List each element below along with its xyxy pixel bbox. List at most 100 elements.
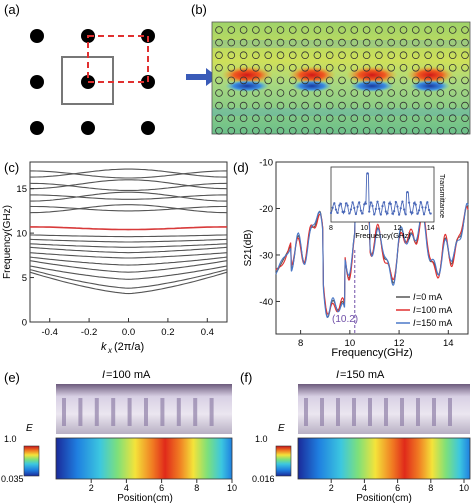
inset-point: [416, 212, 419, 215]
lattice-circle: [399, 127, 408, 135]
s21-plot-ylabel: S21(dB): [243, 230, 254, 267]
lattice-circle: [276, 51, 285, 59]
inset-point: [359, 209, 363, 212]
inset-ylabel: Transmittance: [438, 174, 445, 218]
legend-item-prefix: I: [413, 292, 416, 302]
device-photo-strips: [62, 398, 214, 426]
lattice-circle: [325, 114, 334, 122]
x-tick-label: 0.0: [122, 327, 135, 338]
lattice-circle: [362, 64, 371, 72]
lattice-circle: [264, 51, 273, 59]
lattice-circle: [387, 51, 396, 59]
photo-strip: [111, 398, 116, 426]
lattice-dot: [141, 121, 155, 135]
lattice-circle: [424, 64, 432, 72]
y-tick-label: -10: [259, 158, 273, 169]
photo-strip: [193, 398, 198, 426]
band-curve: [29, 179, 228, 190]
lattice-circle: [436, 76, 445, 85]
band-curve: [29, 260, 228, 273]
lattice-circle: [252, 76, 260, 85]
lattice-circle: [436, 101, 445, 110]
lattice-circle: [411, 51, 420, 59]
lattice-circle: [264, 89, 273, 97]
lattice-circle: [252, 51, 260, 59]
lattice-circle: [387, 38, 396, 47]
position-ticks: 2 4 6 8 10: [89, 479, 237, 493]
field-band: [212, 40, 470, 48]
inset-point: [421, 206, 424, 209]
lattice-circle: [411, 101, 420, 110]
lattice-circle: [387, 127, 396, 135]
inset-point: [407, 201, 411, 204]
lattice-circle: [301, 101, 309, 110]
inset-point: [366, 172, 369, 175]
lattice-circle: [424, 26, 432, 34]
photo-strip: [304, 398, 308, 426]
lattice-circle: [288, 64, 297, 72]
inset-point: [394, 200, 397, 204]
lattice-circle: [436, 114, 445, 122]
lattice-circle: [375, 127, 383, 135]
lattice-circle: [362, 127, 371, 135]
lattice-circle: [424, 38, 432, 47]
lattice-circle: [411, 89, 420, 97]
lattice-circle: [461, 127, 469, 135]
s21-legend: I =0 mA I =100 mA I =150 mA: [396, 292, 452, 328]
panel-e-label: (e): [4, 370, 20, 385]
field-profile-bar: [55, 437, 233, 480]
lattice-circle: [252, 38, 260, 47]
colorbar: [275, 445, 292, 477]
lattice-circle: [288, 89, 297, 97]
colorbar-max: 1.0: [255, 434, 268, 444]
y-tick-label: -40: [259, 297, 273, 308]
inset-xlabel: Frequency(GHz): [355, 231, 411, 240]
lattice-circle: [313, 89, 322, 97]
lattice-circle: [325, 51, 334, 59]
s21-plot-xlabel: Frequency(GHz): [331, 347, 412, 359]
lattice-circle: [288, 101, 297, 110]
band-plot-ylabel: Frequency(GHz): [2, 205, 13, 279]
lattice-circle: [301, 64, 309, 72]
lattice-circle: [375, 51, 383, 59]
lattice-circle: [461, 51, 469, 59]
lattice-circle: [239, 101, 248, 110]
colorbar-label: E: [278, 423, 285, 434]
lattice-circle: [375, 89, 383, 97]
lattice-circle: [325, 89, 334, 97]
lattice-circle: [375, 64, 383, 72]
photo-strip: [94, 398, 99, 426]
inset-point: [393, 209, 396, 213]
inset-point: [404, 213, 407, 216]
band-curve: [30, 191, 227, 202]
lattice-circle: [436, 64, 445, 72]
lattice-circle: [313, 26, 322, 34]
band-curve: [29, 256, 228, 266]
inset-axes: 8 10 12 14: [329, 225, 435, 232]
colorbar-min: 0.016: [252, 474, 275, 484]
lattice-circle: [350, 114, 359, 122]
band-curve: [29, 243, 228, 248]
x-tick-label: 10: [345, 338, 356, 349]
inset-point: [401, 200, 404, 203]
lattice-circle: [227, 26, 236, 34]
band-curve: [29, 204, 228, 214]
lattice-circle: [264, 127, 273, 135]
lattice-circle: [264, 101, 273, 110]
legend-item: =0 mA: [416, 292, 442, 302]
lattice-circle: [399, 114, 408, 122]
inset-point: [409, 210, 412, 214]
position-xlabel: Position(cm): [356, 493, 412, 504]
panel-c-label: (c): [4, 160, 19, 175]
lattice-circle: [461, 26, 469, 34]
lattice-circle: [375, 38, 383, 47]
colorbar-min: 0.035: [1, 474, 24, 484]
photo-strip: [160, 398, 165, 426]
lattice-circle: [461, 64, 469, 72]
lattice-circle: [461, 76, 469, 85]
lattice-circle: [448, 64, 457, 72]
lattice-circle: [399, 101, 408, 110]
lattice-circle: [424, 89, 432, 97]
input-arrow-icon: [186, 68, 218, 86]
